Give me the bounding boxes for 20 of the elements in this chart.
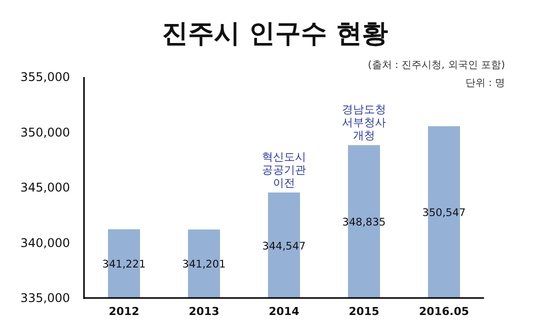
x-tick-label: 2015 <box>348 305 380 318</box>
y-tick-label: 345,000 <box>20 180 70 194</box>
annotation: 혁신도시 공공기관 이전 <box>262 150 306 190</box>
data-label: 341,221 <box>102 258 146 271</box>
y-tick-label: 335,000 <box>20 291 70 305</box>
annotation: 경남도청 서부청사 개청 <box>342 103 386 142</box>
x-tick-label: 2013 <box>188 305 220 318</box>
data-label: 348,835 <box>342 216 386 229</box>
y-tick-label: 350,000 <box>20 125 70 140</box>
annotation: 단위 : 명 <box>465 78 505 89</box>
x-tick-label: 2014 <box>268 305 300 318</box>
x-tick-label: 2012 <box>108 305 140 318</box>
y-tick-label: 355,000 <box>20 70 70 84</box>
x-tick-label: 2016.05 <box>418 305 470 318</box>
y-tick-label: 340,000 <box>20 236 70 250</box>
text: (출처 : 진주시청, 외국인 포함) <box>368 60 506 71</box>
data-label: 341,201 <box>182 258 226 271</box>
chart-title: 진주시 인구수 현황 <box>162 19 388 49</box>
data-label: 344,547 <box>262 240 306 252</box>
data-label: 350,547 <box>422 207 466 220</box>
